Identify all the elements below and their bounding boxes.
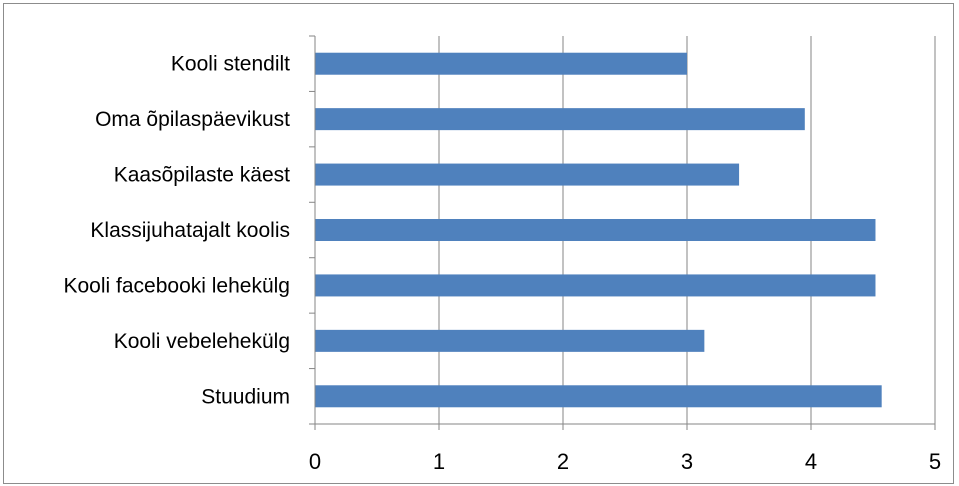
- category-label: Kooli stendilt: [171, 53, 290, 76]
- category-label: Stuudium: [201, 385, 290, 408]
- bar: [315, 274, 876, 297]
- bar: [315, 163, 740, 186]
- bars: [315, 52, 882, 408]
- x-tick-label: 5: [929, 449, 941, 474]
- bar: [315, 108, 805, 131]
- category-labels: Kooli stendilt Oma õpilaspäevikust Kaasõpi…: [64, 53, 291, 409]
- x-tick-label: 4: [805, 449, 817, 474]
- tick-labels: 0 1 2 3 4 5: [309, 449, 941, 474]
- axes: [309, 35, 936, 430]
- bar: [315, 52, 687, 75]
- category-label: Oma õpilaspäevikust: [95, 108, 290, 131]
- category-label: Kaasõpilaste käest: [114, 164, 290, 187]
- x-tick-label: 0: [309, 449, 321, 474]
- x-tick-label: 3: [681, 449, 693, 474]
- bar: [315, 219, 876, 241]
- x-tick-label: 1: [433, 449, 445, 474]
- x-tick-label: 2: [557, 449, 569, 474]
- category-label: Kooli facebooki lehekülg: [64, 274, 291, 297]
- bar: [315, 385, 882, 408]
- category-label: Klassijuhatajalt koolis: [90, 219, 290, 242]
- category-label: Kooli vebelehekülg: [114, 330, 290, 353]
- bar: [315, 329, 705, 352]
